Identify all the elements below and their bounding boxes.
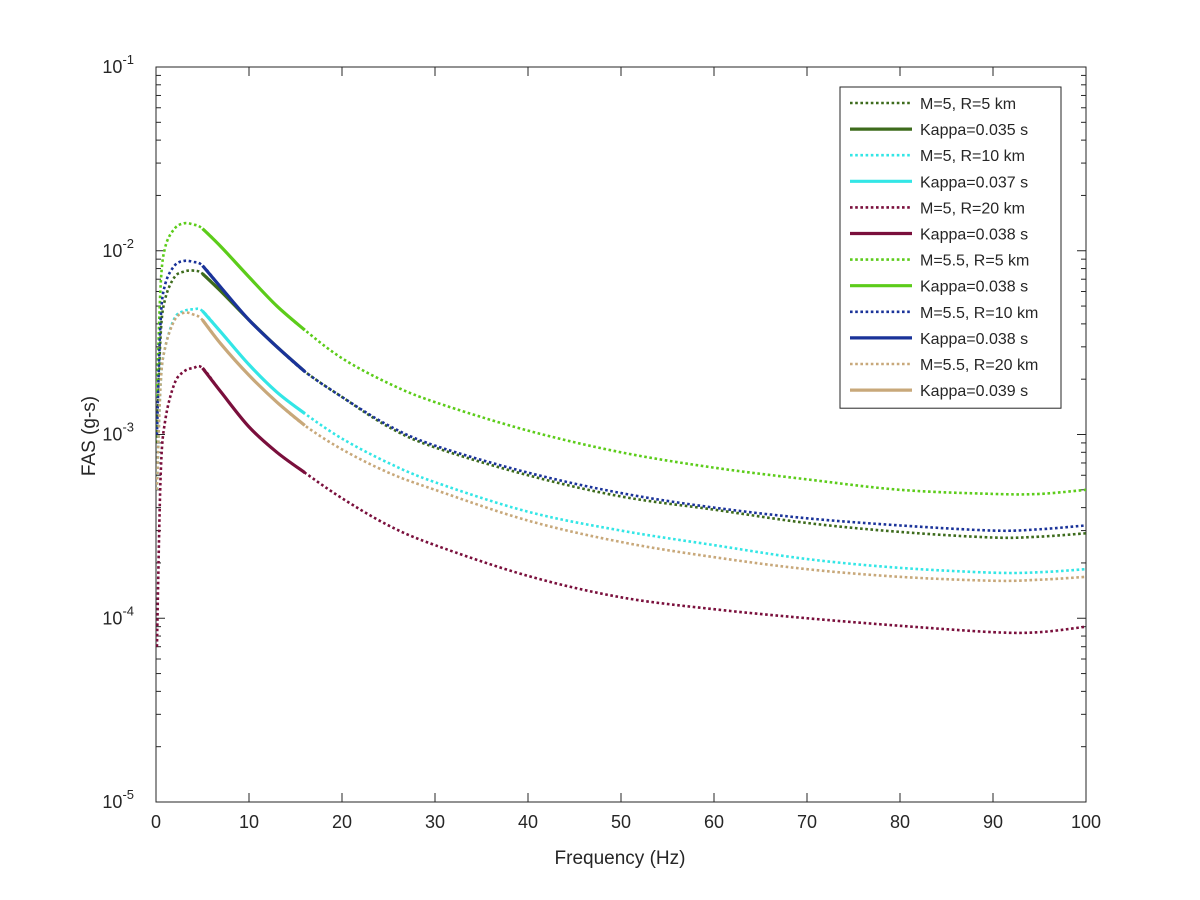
x-tick-label: 90 [983,812,1003,832]
x-tick-label: 60 [704,812,724,832]
x-tick-label: 70 [797,812,817,832]
legend-box [839,86,1062,409]
y-tick-exponent: -2 [122,236,134,251]
legend-label: M=5, R=10 km [920,148,1025,165]
series-line-11 [156,311,1086,583]
legend-label: Kappa=0.038 s [920,331,1028,348]
y-axis-label: FAS (g-s) [79,396,100,476]
series-line-8 [201,227,306,332]
x-axis-label: Frequency (Hz) [555,848,686,869]
series-line-1 [156,269,1086,540]
series-line-4 [201,309,306,415]
x-tick-label: 20 [332,812,352,832]
x-tick-label: 40 [518,812,538,832]
legend-label: M=5, R=5 km [920,96,1016,113]
series-line-5 [156,364,1086,647]
legend: M=5, R=5 km Kappa=0.035 s M=5, R=10 km Kapp… [839,86,1062,409]
x-tick-label: 50 [611,812,631,832]
y-tick-base: 10 [102,425,122,445]
y-tick-label: 10-4 [102,603,134,628]
legend-label: Kappa=0.037 s [920,174,1028,191]
data-series-group [156,221,1086,647]
series-line-6 [201,367,306,474]
series-line-10 [201,264,306,373]
legend-label: Kappa=0.038 s [920,227,1028,244]
legend-label: M=5.5, R=10 km [920,305,1038,322]
legend-label: M=5.5, R=5 km [920,253,1029,270]
y-tick-exponent: -4 [122,603,134,618]
x-tick-label: 30 [425,812,445,832]
x-tick-label: 0 [151,812,161,832]
x-tick-label: 80 [890,812,910,832]
legend-label: Kappa=0.035 s [920,122,1028,139]
y-tick-base: 10 [102,241,122,261]
plot-area: 0 10 20 30 40 50 60 70 80 90 10010-510-410-310-210… [102,52,1101,832]
x-tick-label: 10 [239,812,259,832]
legend-label: Kappa=0.038 s [920,279,1028,296]
series-line-12 [201,319,306,427]
y-tick-label: 10-1 [102,52,134,77]
y-tick-base: 10 [102,57,122,77]
y-tick-label: 10-2 [102,236,134,261]
y-tick-label: 10-3 [102,420,134,445]
y-tick-exponent: -1 [122,52,134,67]
y-tick-base: 10 [102,792,122,812]
y-tick-base: 10 [102,608,122,628]
series-line-9 [156,259,1086,533]
legend-label: M=5, R=20 km [920,200,1025,217]
y-tick-exponent: -3 [122,420,134,435]
y-tick-label: 10-5 [102,787,134,812]
series-line-3 [156,307,1086,575]
y-tick-exponent: -5 [122,787,134,802]
x-tick-label: 100 [1071,812,1101,832]
legend-label: M=5.5, R=20 km [920,357,1038,374]
legend-label: Kappa=0.039 s [920,383,1028,400]
